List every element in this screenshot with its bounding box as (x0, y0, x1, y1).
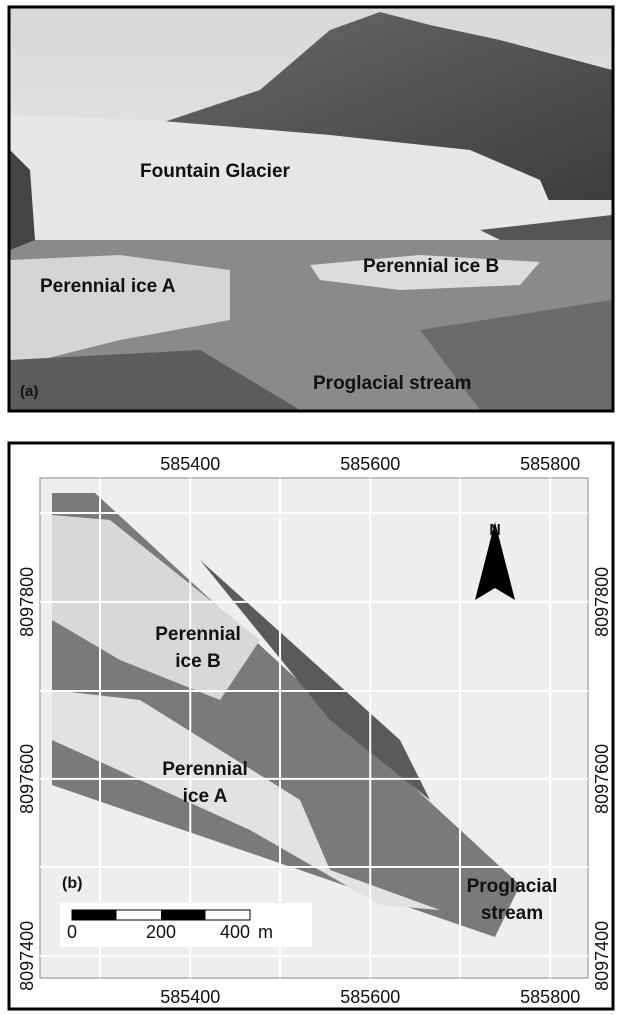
x-tick-label: 585600 (340, 987, 400, 1007)
scale-unit: m (258, 922, 273, 942)
y-tick-label: 8097600 (592, 744, 612, 814)
y-tick-label: 8097400 (592, 921, 612, 991)
y-tick-label: 8097800 (592, 567, 612, 637)
y-tick-label: 8097600 (17, 744, 37, 814)
page: Fountain Glacier Perennial ice A Perenni… (0, 0, 619, 1015)
x-tick-label: 585600 (340, 454, 400, 474)
panel-label: (b) (62, 875, 82, 892)
north-label: N (489, 522, 501, 539)
scale-label: 200 (146, 922, 176, 942)
annotation: Fountain Glacier (140, 161, 291, 182)
annotation: Perennial ice A (40, 276, 176, 297)
scale-label: 400 (220, 922, 250, 942)
figure: Fountain Glacier Perennial ice A Perenni… (0, 0, 619, 1015)
x-tick-label: 585400 (160, 454, 220, 474)
x-tick-label: 585800 (520, 987, 580, 1007)
annotation: Proglacial stream (313, 373, 471, 394)
scale-bar: 0 200 400 m (60, 903, 312, 947)
scale-label: 0 (67, 922, 77, 942)
y-tick-label: 8097400 (17, 921, 37, 991)
x-tick-label: 585800 (520, 454, 580, 474)
annotation: Perennial ice B (363, 256, 499, 277)
x-tick-label: 585400 (160, 987, 220, 1007)
panel-label: (a) (20, 383, 38, 400)
photo (10, 8, 612, 410)
y-tick-label: 8097800 (17, 567, 37, 637)
